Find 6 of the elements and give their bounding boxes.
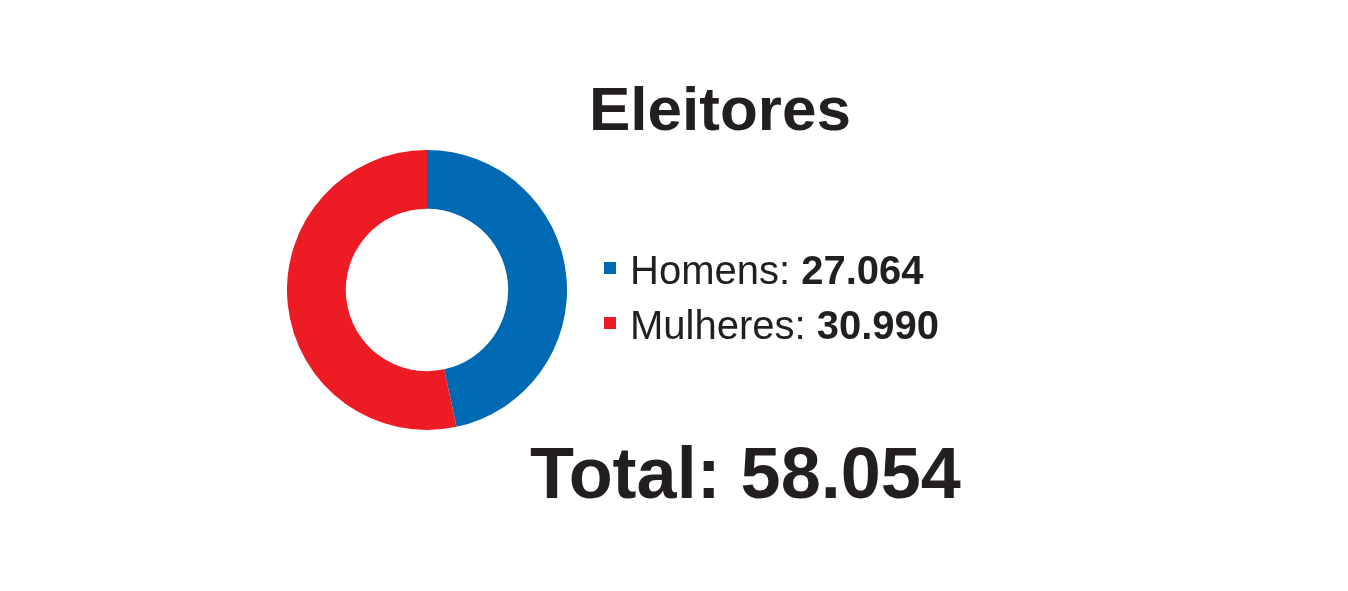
text: Total: 58.054 — [530, 433, 961, 513]
legend-label: Homens: 27.064 — [630, 247, 925, 292]
chart-title: Eleitores — [589, 74, 851, 143]
donut-slice — [427, 150, 567, 427]
donut-slice — [287, 150, 457, 430]
legend-label: Mulheres: 30.990 — [630, 302, 940, 347]
